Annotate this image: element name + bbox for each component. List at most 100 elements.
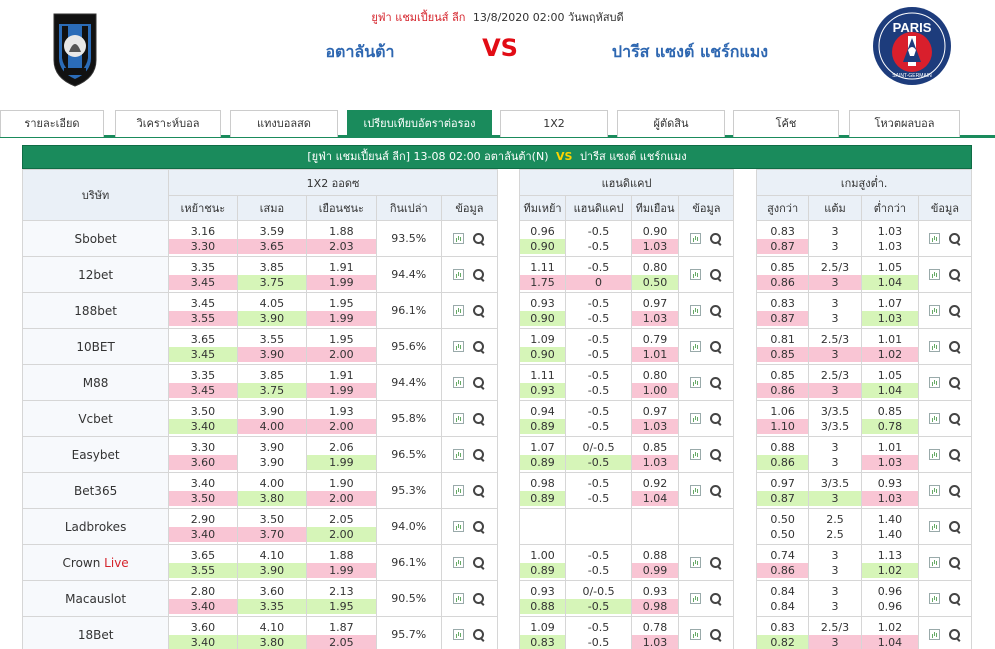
bar-chart-icon[interactable] bbox=[928, 449, 940, 460]
opening-odds: 3 bbox=[831, 224, 839, 238]
search-icon[interactable] bbox=[710, 592, 722, 605]
bar-chart-icon[interactable] bbox=[690, 449, 702, 460]
search-icon[interactable] bbox=[473, 592, 485, 605]
search-icon[interactable] bbox=[473, 448, 485, 461]
search-icon[interactable] bbox=[948, 232, 961, 245]
bar-chart-icon[interactable] bbox=[690, 557, 702, 568]
search-icon[interactable] bbox=[948, 520, 961, 533]
opening-odds: 1.09 bbox=[530, 332, 555, 346]
bar-chart-icon[interactable] bbox=[453, 485, 465, 496]
search-icon[interactable] bbox=[710, 304, 722, 317]
search-icon[interactable] bbox=[710, 268, 722, 281]
search-icon[interactable] bbox=[948, 556, 961, 569]
bar-chart-icon[interactable] bbox=[928, 485, 940, 496]
search-icon[interactable] bbox=[473, 304, 485, 317]
company-name[interactable]: 10BET bbox=[21, 328, 170, 365]
search-icon[interactable] bbox=[473, 376, 485, 389]
bar-chart-icon[interactable] bbox=[928, 305, 940, 316]
search-icon[interactable] bbox=[948, 340, 961, 353]
company-name[interactable]: Easybet bbox=[21, 436, 170, 473]
bar-chart-icon[interactable] bbox=[453, 557, 465, 568]
search-icon[interactable] bbox=[948, 268, 961, 281]
search-icon[interactable] bbox=[710, 448, 722, 461]
bar-chart-icon[interactable] bbox=[928, 557, 940, 568]
tab-coach[interactable]: โค้ช bbox=[733, 110, 839, 137]
bar-chart-icon[interactable] bbox=[928, 413, 940, 424]
search-icon[interactable] bbox=[473, 520, 485, 533]
search-icon[interactable] bbox=[710, 556, 722, 569]
opening-odds: 1.93 bbox=[329, 404, 354, 418]
svg-text:PARIS: PARIS bbox=[893, 20, 932, 35]
search-icon[interactable] bbox=[710, 484, 722, 497]
bar-chart-icon[interactable] bbox=[928, 629, 940, 640]
search-icon[interactable] bbox=[710, 340, 722, 353]
tab-analysis[interactable]: วิเคราะห์บอล bbox=[115, 110, 221, 137]
live-badge[interactable]: Live bbox=[104, 555, 129, 570]
search-icon[interactable] bbox=[948, 304, 961, 317]
current-odds: 0.86 bbox=[757, 562, 809, 578]
bar-chart-icon[interactable] bbox=[690, 233, 702, 244]
company-name[interactable]: Macauslot bbox=[21, 580, 170, 617]
search-icon[interactable] bbox=[710, 376, 722, 389]
bar-chart-icon[interactable] bbox=[690, 269, 702, 280]
company-name[interactable]: Ladbrokes bbox=[21, 508, 170, 545]
search-icon[interactable] bbox=[948, 484, 961, 497]
bar-chart-icon[interactable] bbox=[928, 341, 940, 352]
table-row: 10BET 3.65 3.45 3.55 3.90 1.95 2.00 95.6% 1.09 0.… bbox=[21, 328, 973, 365]
bar-chart-icon[interactable] bbox=[453, 413, 465, 424]
search-icon[interactable] bbox=[473, 268, 485, 281]
bar-chart-icon[interactable] bbox=[690, 593, 702, 604]
search-icon[interactable] bbox=[948, 448, 961, 461]
bar-chart-icon[interactable] bbox=[453, 593, 465, 604]
search-icon[interactable] bbox=[948, 628, 961, 641]
bar-chart-icon[interactable] bbox=[453, 269, 465, 280]
tab-details[interactable]: รายละเอียด bbox=[0, 110, 104, 137]
bar-chart-icon[interactable] bbox=[453, 629, 465, 640]
tab-odds-compare[interactable]: เปรียบเทียบอัตราต่อรอง bbox=[347, 110, 492, 137]
bar-chart-icon[interactable] bbox=[690, 341, 702, 352]
search-icon[interactable] bbox=[948, 592, 961, 605]
bar-chart-icon[interactable] bbox=[928, 593, 940, 604]
search-icon[interactable] bbox=[473, 484, 485, 497]
search-icon[interactable] bbox=[710, 628, 722, 641]
search-icon[interactable] bbox=[473, 412, 485, 425]
bar-chart-icon[interactable] bbox=[928, 377, 940, 388]
bar-chart-icon[interactable] bbox=[928, 233, 940, 244]
bar-chart-icon[interactable] bbox=[453, 233, 465, 244]
current-odds: 2.5 bbox=[826, 527, 844, 541]
bar-chart-icon[interactable] bbox=[928, 269, 940, 280]
bar-chart-icon[interactable] bbox=[690, 305, 702, 316]
company-name[interactable]: Sbobet bbox=[21, 220, 170, 257]
search-icon[interactable] bbox=[473, 340, 485, 353]
bar-chart-icon[interactable] bbox=[690, 485, 702, 496]
opening-odds: 1.87 bbox=[329, 620, 354, 634]
search-icon[interactable] bbox=[710, 412, 722, 425]
search-icon[interactable] bbox=[473, 556, 485, 569]
company-name[interactable]: 18Bet bbox=[21, 616, 170, 649]
bar-chart-icon[interactable] bbox=[453, 449, 465, 460]
bar-chart-icon[interactable] bbox=[453, 521, 465, 532]
bar-chart-icon[interactable] bbox=[928, 521, 940, 532]
company-name[interactable]: M88 bbox=[21, 364, 170, 401]
company-name[interactable]: Bet365 bbox=[21, 472, 170, 509]
bar-chart-icon[interactable] bbox=[453, 341, 465, 352]
bar-chart-icon[interactable] bbox=[453, 377, 465, 388]
tab-referee[interactable]: ผู้ตัดสิน bbox=[617, 110, 725, 137]
bar-chart-icon[interactable] bbox=[690, 377, 702, 388]
company-name[interactable]: Vcbet bbox=[21, 400, 170, 437]
company-name[interactable]: 188bet bbox=[21, 292, 170, 329]
search-icon[interactable] bbox=[473, 232, 485, 245]
bar-chart-icon[interactable] bbox=[690, 413, 702, 424]
tab-live-betting[interactable]: แทงบอลสด bbox=[230, 110, 338, 137]
tab-1x2[interactable]: 1X2 bbox=[500, 110, 608, 137]
search-icon[interactable] bbox=[948, 376, 961, 389]
search-icon[interactable] bbox=[710, 232, 722, 245]
bar-chart-icon[interactable] bbox=[690, 629, 702, 640]
company-name[interactable]: Crown Live bbox=[21, 544, 170, 581]
psg-crest-icon: PARIS SAINT-GERMAIN bbox=[873, 7, 951, 85]
search-icon[interactable] bbox=[948, 412, 961, 425]
search-icon[interactable] bbox=[473, 628, 485, 641]
tab-vote[interactable]: โหวตผลบอล bbox=[849, 110, 960, 137]
bar-chart-icon[interactable] bbox=[453, 305, 465, 316]
company-name[interactable]: 12bet bbox=[21, 256, 170, 293]
